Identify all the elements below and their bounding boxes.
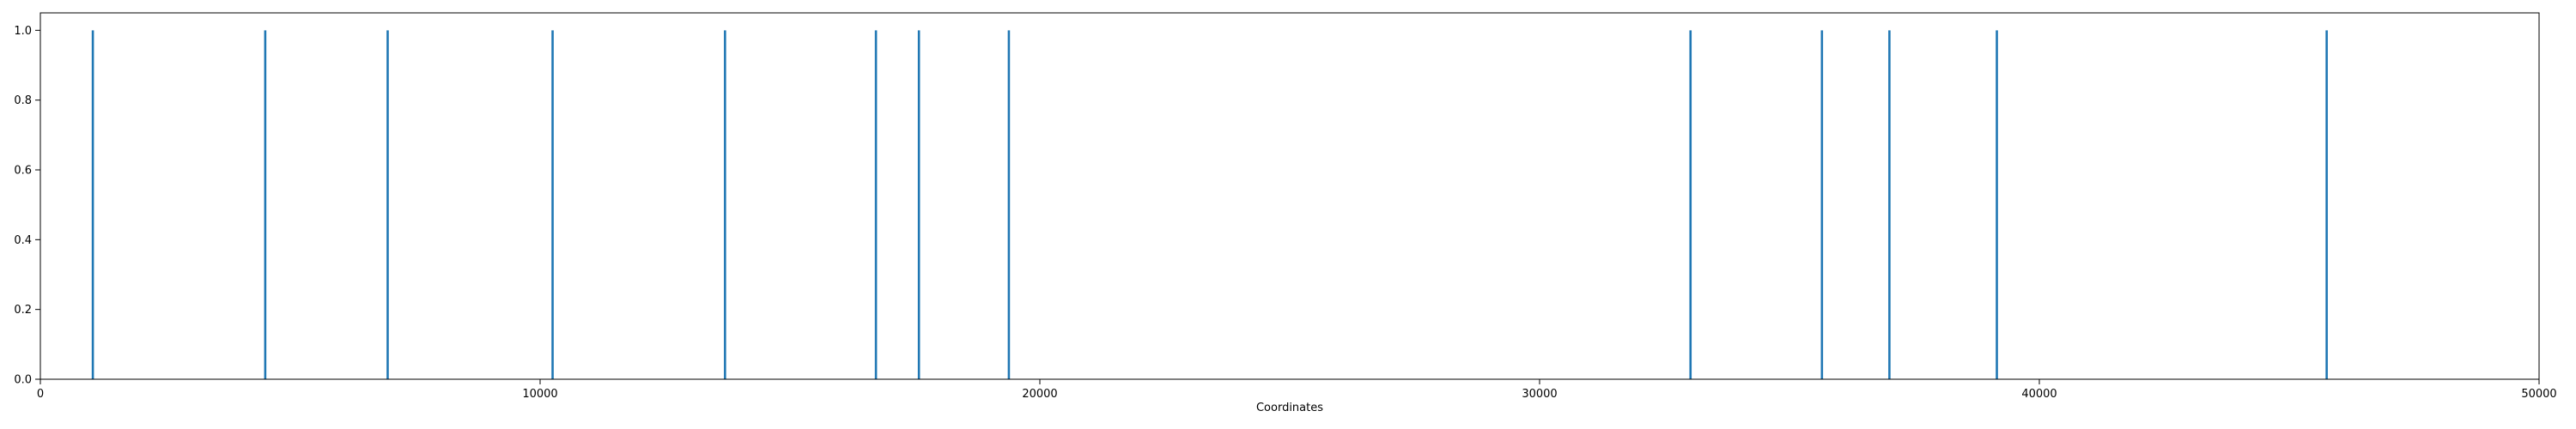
y-tick-label: 0.6 [14,165,32,178]
x-tick-label: 10000 [522,388,557,401]
axes: 0 10000 20000 30000 40000 50000 0.00.20.40.60… [14,12,2557,414]
data-layer [91,30,2328,379]
y-tick-label: 0.0 [14,374,32,387]
x-tick-label: 0 [37,388,44,401]
y-tick-label: 0.8 [14,94,32,107]
plot-frame [39,12,2540,380]
y-tick-label: 1.0 [14,25,32,38]
y-tick-label: 0.2 [14,304,32,317]
plot-area [40,13,2539,379]
x-tick-label: 40000 [2021,388,2057,401]
x-tick-label: 50000 [2521,388,2556,401]
y-axis: 0.0 0.2 0.4 0.6 0.8 1.0 [14,25,40,387]
x-axis: 0 10000 20000 30000 40000 50000 [37,379,2557,401]
x-tick-label: 20000 [1022,388,1057,401]
y-tick-label: 0.4 [14,234,32,247]
x-axis-label: Coordinates [1256,402,1323,414]
x-tick-label: 30000 [1522,388,1557,401]
